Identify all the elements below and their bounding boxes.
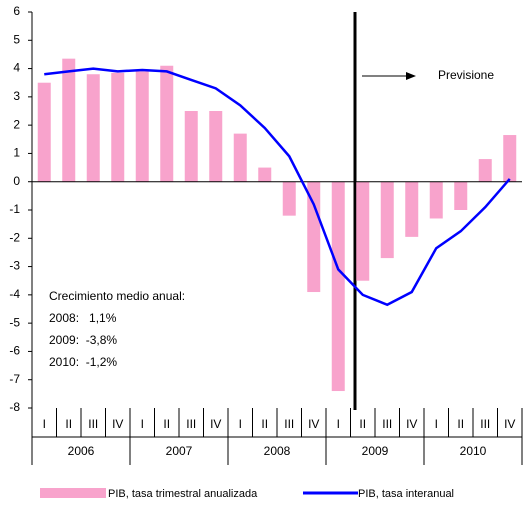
summary-line: 2008: 1,1% [49, 311, 117, 325]
bar [135, 71, 149, 182]
bar [258, 167, 272, 182]
forecast-box [420, 60, 512, 91]
y-tick-label: -3 [9, 259, 20, 273]
x-group-label: 2010 [460, 444, 487, 458]
x-tick-label: II [359, 417, 366, 431]
x-tick-label: II [261, 417, 268, 431]
y-tick-label: 1 [13, 146, 20, 160]
x-tick-label: III [186, 417, 196, 431]
y-tick-label: -5 [9, 315, 20, 329]
bar [111, 72, 125, 182]
bar [503, 135, 517, 182]
x-tick-label: I [43, 417, 46, 431]
y-tick-label: -1 [9, 202, 20, 216]
bar [184, 111, 198, 182]
y-tick-label: 0 [13, 174, 20, 188]
bar [380, 181, 394, 259]
y-tick-label: 6 [13, 4, 20, 18]
bar [405, 181, 419, 237]
x-tick-label: III [382, 417, 392, 431]
x-tick-label: II [163, 417, 170, 431]
summary-line: 2009: -3,8% [49, 333, 117, 347]
x-group-label: 2009 [362, 444, 389, 458]
bar [233, 133, 247, 182]
legend-label: PIB, tasa interanual [358, 488, 454, 500]
bar [209, 111, 223, 182]
bar [160, 65, 174, 182]
summary-line: 2010: -1,2% [49, 355, 117, 369]
summary-box: Crecimiento medio anual: 2008: 1,1% 2009: … [44, 282, 286, 386]
bar [356, 181, 370, 281]
y-tick-label: -6 [9, 344, 20, 358]
y-tick-label: -2 [9, 230, 20, 244]
x-group-label: 2008 [264, 444, 291, 458]
x-tick-label: I [239, 417, 242, 431]
bar [454, 181, 468, 210]
y-tick-label: 3 [13, 89, 20, 103]
y-tick-label: 2 [13, 117, 20, 131]
summary-line: Crecimiento medio anual: [49, 289, 185, 303]
x-tick-label: II [457, 417, 464, 431]
x-group-label: 2006 [68, 444, 95, 458]
y-tick-label: -4 [9, 287, 20, 301]
legend-label: PIB, tasa trimestral anualizada [108, 488, 258, 500]
x-tick-label: III [88, 417, 98, 431]
x-tick-label: I [435, 417, 438, 431]
x-tick-label: II [65, 417, 72, 431]
y-tick-label: -7 [9, 372, 20, 386]
x-tick-label: III [480, 417, 490, 431]
x-tick-label: IV [210, 417, 221, 431]
y-tick-label: 5 [13, 32, 20, 46]
forecast-label: Previsione [438, 68, 494, 82]
x-tick-label: III [284, 417, 294, 431]
bar [282, 181, 296, 216]
bar [86, 74, 100, 182]
y-tick-label: -8 [9, 400, 20, 414]
bar [37, 82, 51, 182]
arrow-head [406, 72, 416, 80]
line [44, 67, 511, 307]
x-tick-label: IV [112, 417, 123, 431]
bar [429, 181, 443, 219]
x-tick-label: IV [308, 417, 319, 431]
x-tick-label: I [141, 417, 144, 431]
x-tick-label: IV [504, 417, 515, 431]
legend-swatch [40, 488, 106, 498]
x-tick-label: I [337, 417, 340, 431]
summary-bg [44, 282, 286, 386]
x-group-label: 2007 [166, 444, 193, 458]
bar [331, 181, 345, 392]
bar [307, 181, 321, 293]
x-tick-label: IV [406, 417, 417, 431]
bar [478, 159, 492, 182]
y-tick-label: 4 [13, 61, 20, 75]
bar [62, 58, 76, 182]
